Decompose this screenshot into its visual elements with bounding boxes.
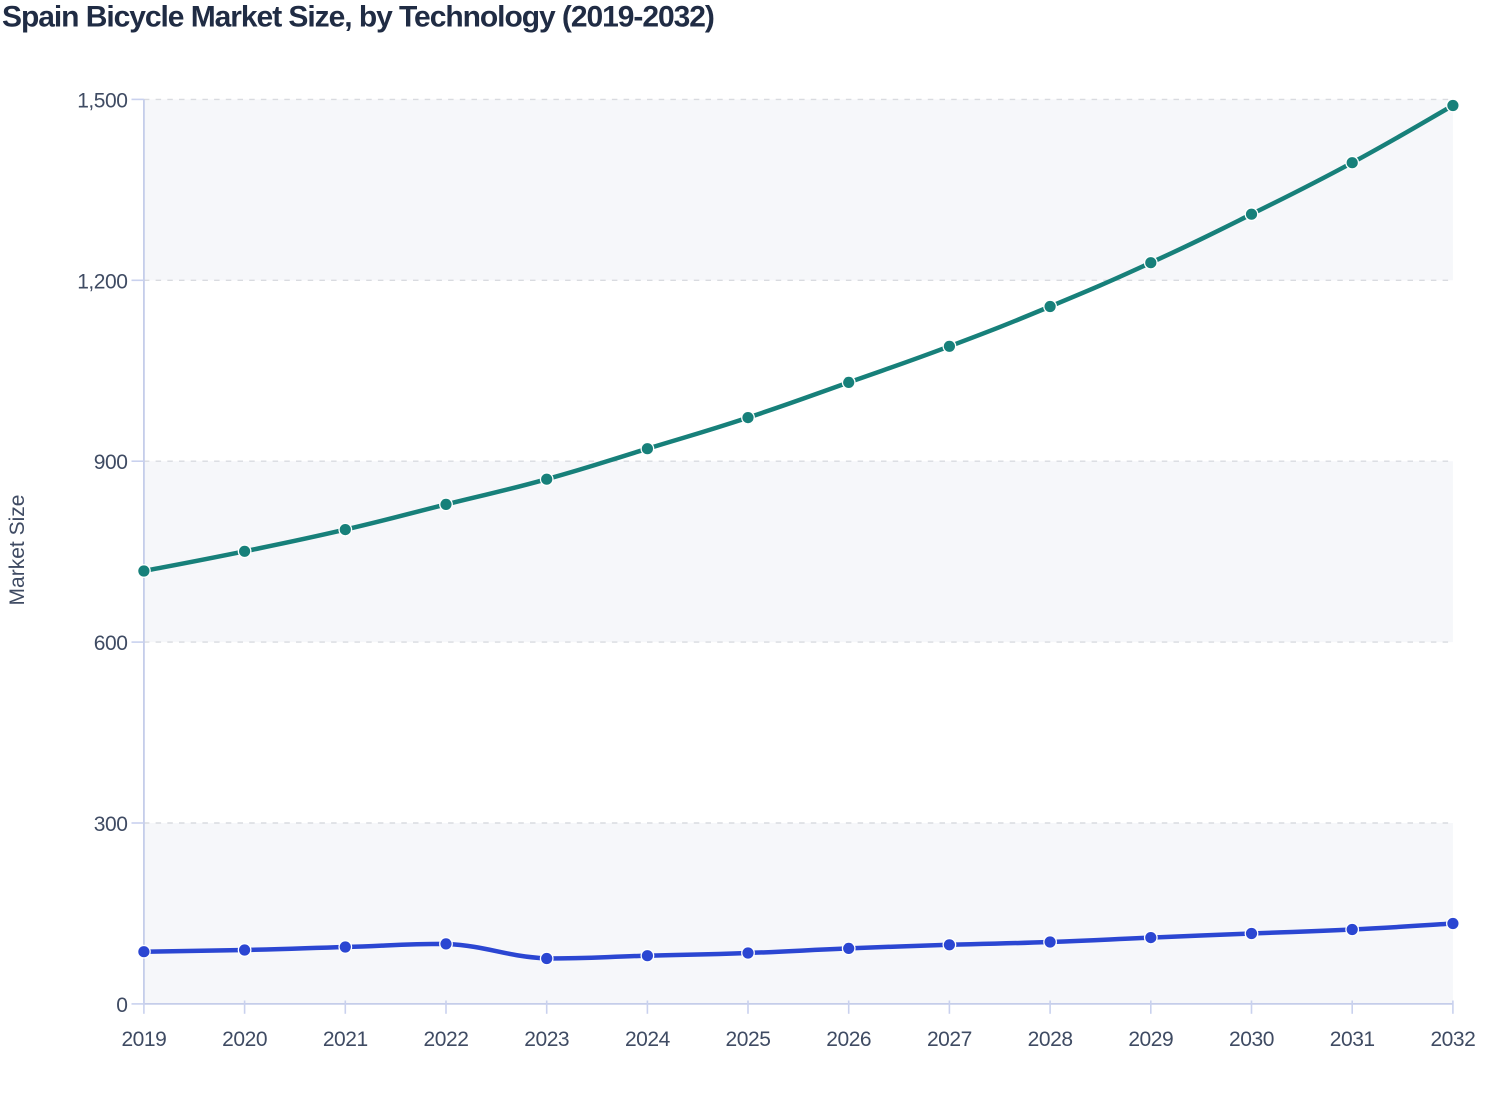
svg-text:Market Size: Market Size [6, 495, 29, 606]
svg-text:2027: 2027 [927, 1028, 972, 1051]
svg-text:300: 300 [94, 813, 128, 836]
svg-text:2020: 2020 [222, 1028, 267, 1051]
svg-text:2021: 2021 [323, 1028, 368, 1051]
svg-text:2025: 2025 [726, 1028, 771, 1051]
svg-text:0: 0 [116, 994, 127, 1017]
svg-text:1,200: 1,200 [77, 270, 127, 293]
svg-text:Spain Bicycle Market Size, by: Spain Bicycle Market Size, by Technology… [2, 1, 714, 34]
svg-text:1,500: 1,500 [77, 89, 127, 112]
svg-text:2023: 2023 [524, 1028, 569, 1051]
svg-text:2029: 2029 [1128, 1028, 1173, 1051]
svg-text:2030: 2030 [1229, 1028, 1274, 1051]
svg-text:2028: 2028 [1028, 1028, 1073, 1051]
svg-text:2019: 2019 [121, 1028, 166, 1051]
svg-text:600: 600 [94, 632, 128, 655]
svg-text:900: 900 [94, 451, 128, 474]
svg-text:2026: 2026 [826, 1028, 871, 1051]
svg-text:2032: 2032 [1430, 1028, 1475, 1051]
svg-text:2024: 2024 [625, 1028, 671, 1051]
svg-text:2022: 2022 [424, 1028, 469, 1051]
svg-text:2031: 2031 [1330, 1028, 1375, 1051]
